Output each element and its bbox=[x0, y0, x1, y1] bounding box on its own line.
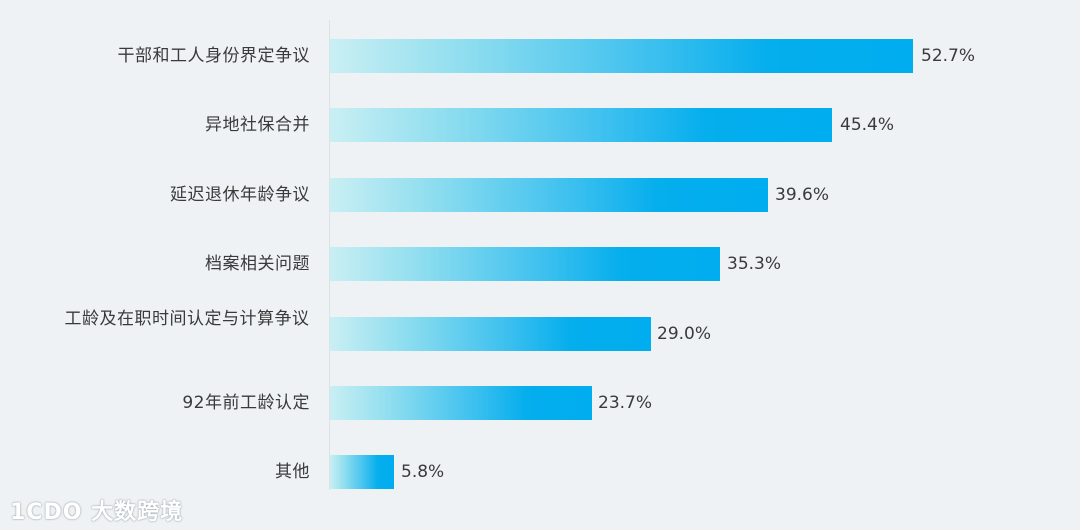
value-label: 45.4% bbox=[840, 115, 895, 135]
category-label: 档案相关问题 bbox=[205, 254, 310, 274]
value-label: 5.8% bbox=[401, 462, 445, 482]
bar-row: 档案相关问题 35.3% bbox=[0, 247, 1080, 281]
category-label: 工龄及在职时间认定与计算争议 bbox=[64, 309, 310, 329]
category-label: 延迟退休年龄争议 bbox=[170, 185, 310, 205]
bar bbox=[330, 386, 592, 420]
bar bbox=[330, 108, 832, 142]
bar-row: 其他 5.8% bbox=[0, 455, 1080, 489]
value-label: 35.3% bbox=[727, 254, 782, 274]
bar-row: 异地社保合并 45.4% bbox=[0, 108, 1080, 142]
bar bbox=[330, 39, 913, 73]
bar-row: 干部和工人身份界定争议 52.7% bbox=[0, 39, 1080, 73]
bar bbox=[330, 317, 651, 351]
value-label: 29.0% bbox=[657, 324, 712, 344]
bar bbox=[330, 247, 720, 281]
value-label: 39.6% bbox=[775, 185, 830, 205]
value-label: 23.7% bbox=[598, 393, 653, 413]
category-label: 92年前工龄认定 bbox=[182, 393, 310, 413]
bar-row: 92年前工龄认定 23.7% bbox=[0, 386, 1080, 420]
category-label: 异地社保合并 bbox=[205, 115, 310, 135]
bar bbox=[330, 178, 768, 212]
watermark-logo: 1CDO 大数跨境 bbox=[10, 500, 184, 525]
bar-row: 工龄及在职时间认定与计算争议 29.0% bbox=[0, 309, 1080, 351]
category-label: 干部和工人身份界定争议 bbox=[117, 46, 310, 66]
bar-row: 延迟退休年龄争议 39.6% bbox=[0, 178, 1080, 212]
category-label: 其他 bbox=[275, 462, 310, 482]
bar bbox=[330, 455, 394, 489]
value-label: 52.7% bbox=[921, 46, 976, 66]
y-axis-line bbox=[329, 20, 330, 490]
